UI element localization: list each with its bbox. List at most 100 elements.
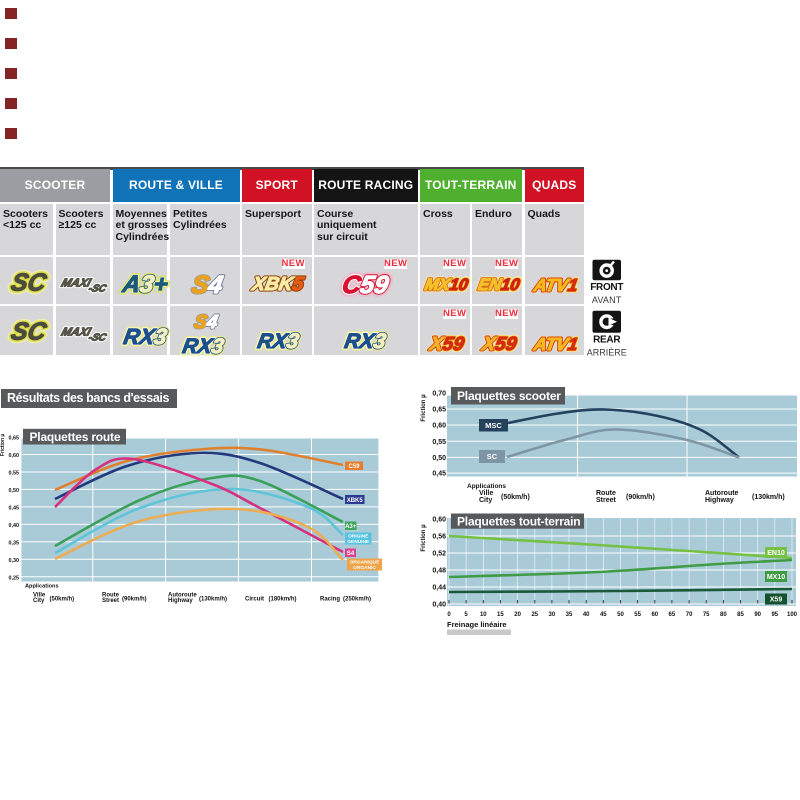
- svg-text:0: 0: [447, 612, 451, 618]
- svg-text:-SC: -SC: [87, 284, 108, 295]
- svg-text:X59: X59: [480, 334, 519, 355]
- svg-text:RX3: RX3: [122, 324, 170, 349]
- svg-text:GENUINE: GENUINE: [347, 539, 370, 545]
- svg-text:0,60: 0,60: [432, 423, 446, 430]
- svg-text:0,45: 0,45: [9, 506, 20, 512]
- svg-text:(250km/h): (250km/h): [343, 597, 371, 603]
- svg-text:RX3: RX3: [256, 330, 301, 353]
- svg-text:45: 45: [600, 612, 607, 618]
- svg-text:0,50: 0,50: [9, 488, 20, 494]
- svg-text:0,60: 0,60: [9, 453, 20, 459]
- svg-text:MAXI: MAXI: [60, 277, 94, 290]
- svg-text:ORIGINE: ORIGINE: [348, 534, 369, 540]
- svg-text:0,52: 0,52: [432, 551, 446, 558]
- svg-text:AVANT: AVANT: [592, 295, 622, 305]
- svg-text:0,40: 0,40: [9, 523, 20, 529]
- svg-text:15: 15: [497, 612, 504, 618]
- svg-text:SC: SC: [9, 319, 50, 346]
- svg-text:Plaquettes route: Plaquettes route: [30, 430, 121, 444]
- svg-text:70: 70: [686, 612, 693, 618]
- svg-text:Racing: Racing: [320, 597, 340, 603]
- svg-text:20: 20: [514, 612, 521, 618]
- svg-text:75: 75: [703, 612, 710, 618]
- svg-text:Friction µ: Friction µ: [0, 434, 6, 457]
- svg-text:10: 10: [480, 612, 487, 618]
- svg-text:C59: C59: [340, 271, 391, 299]
- svg-text:EN10: EN10: [477, 275, 522, 294]
- svg-text:40: 40: [583, 612, 590, 618]
- svg-text:5: 5: [464, 612, 468, 618]
- svg-text:Route: Route: [102, 593, 120, 599]
- svg-text:S4: S4: [347, 551, 355, 557]
- svg-text:RX3: RX3: [122, 324, 170, 349]
- svg-text:City: City: [33, 598, 45, 604]
- svg-text:X59: X59: [427, 334, 466, 355]
- svg-text:85: 85: [737, 612, 744, 618]
- svg-text:0,35: 0,35: [9, 541, 20, 547]
- svg-text:ARRIÈRE: ARRIÈRE: [587, 348, 627, 358]
- svg-text:50: 50: [617, 612, 624, 618]
- svg-text:RX3: RX3: [256, 330, 301, 353]
- svg-text:Plaquettes tout-terrain: Plaquettes tout-terrain: [457, 514, 580, 528]
- svg-text:EN10: EN10: [767, 550, 785, 557]
- svg-text:ATV1: ATV1: [532, 334, 580, 354]
- svg-text:X59: X59: [770, 597, 783, 604]
- svg-text:(130km/h): (130km/h): [752, 494, 785, 501]
- svg-text:Autoroute: Autoroute: [168, 593, 197, 599]
- svg-text:S4: S4: [193, 312, 220, 333]
- svg-text:S4: S4: [190, 271, 225, 299]
- svg-text:RX3: RX3: [343, 330, 388, 353]
- svg-text:30: 30: [549, 612, 556, 618]
- svg-text:0,44: 0,44: [432, 585, 446, 592]
- svg-text:X59: X59: [427, 334, 466, 355]
- svg-text:C59: C59: [348, 464, 360, 470]
- svg-text:C59: C59: [340, 271, 391, 299]
- svg-text:ATV1: ATV1: [532, 334, 580, 354]
- svg-text:(50km/h): (50km/h): [501, 494, 530, 501]
- svg-text:0,40: 0,40: [432, 602, 446, 609]
- svg-text:S4: S4: [190, 271, 225, 299]
- svg-text:X59: X59: [480, 334, 519, 355]
- svg-text:City: City: [479, 497, 492, 504]
- svg-text:ORGANIC: ORGANIC: [353, 565, 376, 571]
- svg-text:0,48: 0,48: [432, 568, 446, 575]
- svg-text:MAXI: MAXI: [60, 277, 94, 290]
- svg-text:XBK5: XBK5: [250, 274, 306, 295]
- svg-text:90: 90: [754, 612, 761, 618]
- svg-text:(180km/h): (180km/h): [269, 597, 297, 603]
- svg-text:60: 60: [651, 612, 658, 618]
- svg-text:0,30: 0,30: [9, 558, 20, 564]
- svg-text:X59: X59: [427, 334, 466, 355]
- svg-text:RX3: RX3: [343, 330, 388, 353]
- svg-text:Route: Route: [596, 490, 616, 497]
- svg-text:MAXI: MAXI: [60, 326, 94, 339]
- svg-text:Plaquettes scooter: Plaquettes scooter: [457, 389, 561, 403]
- svg-text:SC: SC: [9, 270, 50, 297]
- svg-text:X59: X59: [480, 334, 519, 355]
- svg-text:0,65: 0,65: [432, 407, 446, 414]
- svg-text:(130km/h): (130km/h): [199, 597, 227, 603]
- svg-text:MSC: MSC: [485, 421, 502, 430]
- svg-text:Applications: Applications: [25, 584, 59, 590]
- svg-text:35: 35: [566, 612, 573, 618]
- svg-text:FRONT: FRONT: [590, 282, 623, 293]
- svg-text:Street: Street: [596, 497, 617, 504]
- svg-text:0,50: 0,50: [432, 455, 446, 462]
- svg-text:A3+: A3+: [345, 524, 357, 530]
- svg-text:C59: C59: [340, 271, 391, 299]
- svg-text:REAR: REAR: [593, 335, 621, 346]
- svg-text:Friction µ: Friction µ: [421, 524, 427, 552]
- svg-text:Autoroute: Autoroute: [705, 490, 739, 497]
- svg-text:Applications: Applications: [467, 483, 506, 490]
- svg-text:ORGANIQUE: ORGANIQUE: [350, 560, 380, 566]
- svg-text:XBK5: XBK5: [347, 498, 364, 504]
- svg-text:(90km/h): (90km/h): [122, 597, 147, 603]
- svg-text:0,45: 0,45: [432, 471, 446, 478]
- svg-text:55: 55: [634, 612, 641, 618]
- svg-text:RX3: RX3: [256, 330, 301, 353]
- svg-text:0,70: 0,70: [432, 391, 446, 398]
- svg-text:Ville: Ville: [33, 593, 46, 599]
- svg-text:0,25: 0,25: [9, 576, 20, 582]
- svg-text:Circuit: Circuit: [245, 597, 264, 603]
- svg-text:-SC: -SC: [87, 284, 108, 295]
